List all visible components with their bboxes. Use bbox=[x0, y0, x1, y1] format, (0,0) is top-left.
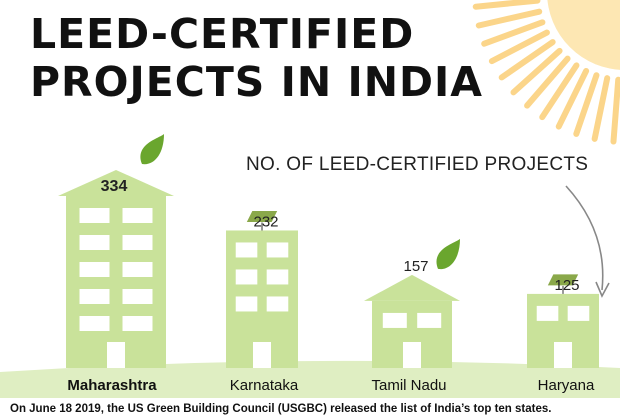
callout-arrow-icon bbox=[565, 185, 610, 298]
roof bbox=[364, 274, 460, 301]
callout-arrow-line bbox=[565, 185, 604, 291]
ground-band bbox=[0, 360, 620, 398]
sun-ray bbox=[510, 47, 563, 96]
door bbox=[403, 342, 421, 368]
window bbox=[79, 316, 110, 331]
bar-karnataka bbox=[226, 209, 298, 368]
window bbox=[266, 296, 289, 312]
sun-icon bbox=[472, 0, 620, 145]
category-label-group: Maharashtra Karnataka Tamil Nadu Haryana bbox=[67, 377, 595, 394]
sun-ray bbox=[472, 0, 541, 10]
window bbox=[266, 242, 289, 258]
solar-panel-icon bbox=[546, 273, 580, 287]
title-line-1: LEED-CERTIFIED bbox=[30, 10, 415, 58]
window bbox=[382, 312, 407, 328]
sun-ray bbox=[539, 62, 580, 121]
building-body bbox=[66, 196, 166, 368]
footnote: On June 18 2019, the US Green Building C… bbox=[10, 403, 552, 415]
roof bbox=[58, 170, 174, 196]
window bbox=[79, 208, 110, 223]
window bbox=[235, 242, 258, 258]
category-label: Haryana bbox=[538, 377, 595, 394]
leaf-icon bbox=[140, 134, 164, 165]
bar-tamil-nadu bbox=[364, 238, 460, 368]
window bbox=[122, 316, 153, 331]
value-label: 334 bbox=[101, 178, 128, 195]
value-label: 125 bbox=[554, 277, 579, 294]
sun-ray bbox=[498, 39, 556, 81]
bar-haryana bbox=[527, 273, 599, 368]
sun-ray bbox=[488, 29, 550, 65]
window bbox=[567, 305, 590, 321]
sun-disc bbox=[547, 0, 620, 70]
door bbox=[107, 342, 125, 368]
value-label-group: 334 232 157 125 bbox=[101, 178, 580, 294]
window bbox=[235, 269, 258, 285]
sun-ray bbox=[610, 76, 620, 145]
metric-label: NO. OF LEED-CERTIFIED PROJECTS bbox=[246, 154, 589, 175]
bar-group bbox=[58, 134, 599, 368]
sun-ray bbox=[475, 8, 543, 29]
category-label: Karnataka bbox=[230, 377, 299, 394]
sun-ray bbox=[555, 67, 590, 130]
window bbox=[417, 312, 442, 328]
sun-ray bbox=[524, 55, 571, 109]
category-label: Tamil Nadu bbox=[371, 377, 446, 394]
window bbox=[122, 235, 153, 250]
value-label: 157 bbox=[403, 258, 428, 275]
window bbox=[122, 289, 153, 304]
window bbox=[79, 262, 110, 277]
sun-ray bbox=[573, 72, 600, 137]
window bbox=[79, 235, 110, 250]
window bbox=[536, 305, 559, 321]
solar-panel-icon bbox=[245, 209, 279, 223]
callout-arrow-head bbox=[595, 281, 610, 298]
title-line-2: PROJECTS IN INDIA bbox=[30, 58, 484, 106]
sun-ray bbox=[591, 75, 611, 142]
door bbox=[253, 342, 271, 368]
value-label: 232 bbox=[253, 213, 278, 230]
window bbox=[122, 262, 153, 277]
door bbox=[554, 342, 572, 368]
sun-ray bbox=[481, 19, 546, 47]
bar-maharashtra bbox=[58, 134, 174, 368]
window bbox=[79, 289, 110, 304]
window bbox=[266, 269, 289, 285]
ground bbox=[0, 360, 620, 398]
window bbox=[235, 296, 258, 312]
category-label: Maharashtra bbox=[67, 377, 157, 394]
leaf-icon bbox=[436, 238, 460, 270]
window bbox=[122, 208, 153, 223]
